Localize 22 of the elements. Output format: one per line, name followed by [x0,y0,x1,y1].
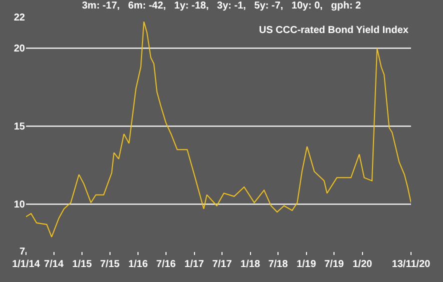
x-tick-label: 7/16 [156,259,176,270]
chart-title: 3m: -17, 6m: -42, 1y: -18, 3y: -1, 5y: -7, 10y: 0, gph: 2 [82,0,362,12]
x-tick-label: 1/19 [296,259,316,270]
y-tick-label: 7 [19,246,26,258]
x-tick-label: 1/18 [240,259,260,270]
y-tick-label: 15 [14,122,26,133]
x-tick-label: 7/19 [324,259,344,270]
x-tick-label: 13/11/20 [392,259,431,270]
x-tick-label: 7/15 [100,259,120,270]
y-tick-label: 10 [14,200,26,211]
x-tick-label: 1/15 [72,259,92,270]
x-tick-label: 7/14 [44,259,64,270]
x-tick-label: 1/16 [128,259,148,270]
y-tick-label: 20 [14,44,26,55]
x-tick-label: 1/1/14 [12,259,40,270]
line-series [26,21,411,238]
x-tick-label: 7/17 [212,259,232,270]
text: US CCC-rated Bond Yield Index [259,25,409,36]
x-tick-label: 7/18 [268,259,288,270]
x-tick-label: 1/17 [184,259,204,270]
y-tick-label: 22 [14,12,26,24]
x-tick-label: 1/20 [352,259,373,270]
